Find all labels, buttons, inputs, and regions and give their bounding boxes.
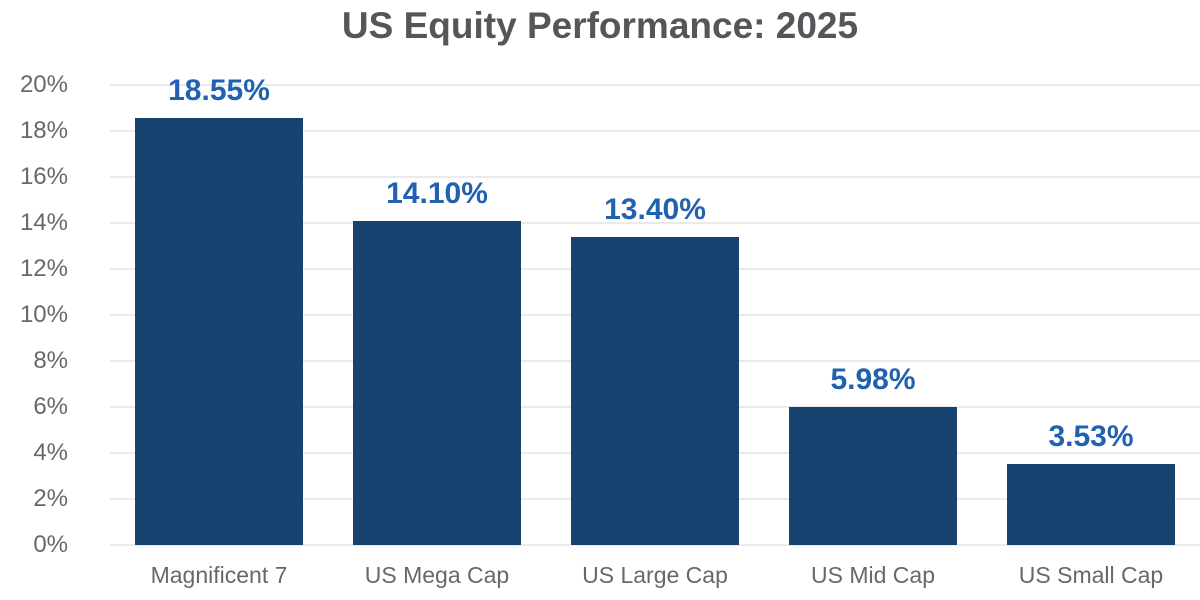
gridline-18 [110,130,1200,132]
bar-us-mega-cap [353,220,521,545]
bar-value-label: 3.53% [1048,419,1134,453]
y-tick-label: 10% [19,301,68,328]
bar-us-mid-cap [789,407,957,545]
bar-value-label: 18.55% [168,74,270,108]
y-tick-label: 18% [19,117,68,144]
gridline-0 [110,544,1200,546]
y-tick-label: 2% [33,485,68,512]
x-tick-label: Magnificent 7 [150,562,288,588]
chart-title: US Equity Performance: 2025 [341,5,859,46]
y-tick-label: 20% [19,71,68,98]
y-tick-label: 16% [19,163,68,190]
x-tick-label: US Mid Cap [811,562,935,588]
x-tick-label: US Mega Cap [364,562,510,588]
x-tick-label: US Large Cap [582,562,728,588]
bar-value-label: 5.98% [830,363,916,397]
y-tick-label: 4% [33,439,68,466]
y-tick-label: 0% [33,531,68,558]
bar-us-small-cap [1007,463,1175,545]
gridline-20 [110,84,1200,86]
x-tick-label: US Small Cap [1018,562,1164,588]
y-tick-label: 6% [33,393,68,420]
y-tick-label: 8% [33,347,68,374]
gridline-16 [110,176,1200,178]
bar-value-label: 13.40% [604,192,706,226]
bar-us-large-cap [571,236,739,545]
y-tick-label: 14% [19,209,68,236]
plot-area [110,84,1200,546]
bar-magnificent-7 [135,118,303,545]
bar-value-label: 14.10% [386,176,488,210]
y-tick-label: 12% [19,255,68,282]
gridline-14 [110,222,1200,224]
